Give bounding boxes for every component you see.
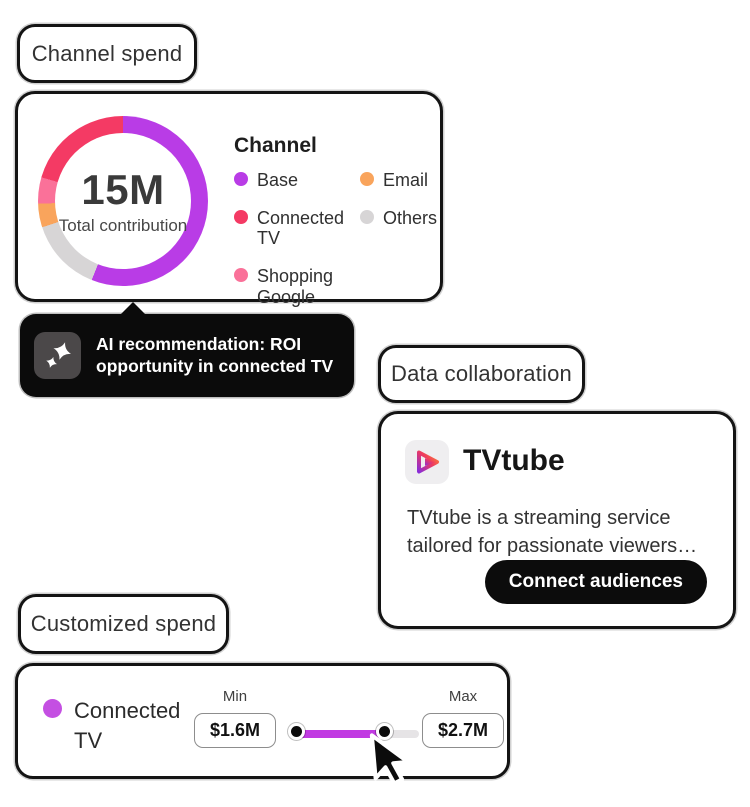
email-dot-icon xyxy=(360,172,374,186)
legend-item-shopping-google[interactable]: Shopping Google xyxy=(234,266,356,307)
max-group: Max xyxy=(420,688,506,748)
donut-chart[interactable]: 15M Total contribution xyxy=(38,116,208,286)
legend-label: Others xyxy=(383,207,438,228)
tvtube-play-icon xyxy=(405,440,449,484)
data-collaboration-title: Data collaboration xyxy=(391,361,572,386)
legend-item-email[interactable]: Email xyxy=(360,170,440,191)
donut-center: 15M Total contribution xyxy=(55,133,191,269)
tvtube-app-name: TVtube xyxy=(463,444,565,477)
channel-spend-title-card: Channel spend xyxy=(17,24,197,83)
legend-label: Shopping Google xyxy=(257,266,334,307)
tvtube-card: TVtube TVtube is a streaming service tai… xyxy=(378,411,736,629)
slider-track-fill[interactable] xyxy=(298,730,386,738)
legend-item-connected-tv[interactable]: Connected TV xyxy=(234,208,356,249)
min-group: Min xyxy=(192,688,278,748)
sparkles-icon xyxy=(34,332,81,379)
others-dot-icon xyxy=(360,209,374,224)
legend-label: Email xyxy=(383,170,429,190)
channel-spend-title: Channel spend xyxy=(31,40,183,66)
slider-channel-label: Connected TV xyxy=(74,698,181,753)
customized-spend-title-card: Customized spend xyxy=(18,594,229,654)
customized-spend-card: Connected TV Min Max xyxy=(15,663,510,779)
legend-item-others[interactable]: Others xyxy=(360,208,440,229)
tvtube-description: TVtube is a streaming service tailored f… xyxy=(407,507,698,557)
legend-title: Channel xyxy=(234,134,317,157)
tooltip-pointer xyxy=(120,302,146,315)
max-value-input[interactable] xyxy=(422,713,504,748)
connect-audiences-button[interactable]: Connect audiences xyxy=(484,560,707,604)
legend-item-base[interactable]: Base xyxy=(234,170,356,191)
ai-recommendation-tooltip: AI recommendation: ROI opportunity in co… xyxy=(20,302,354,397)
legend-label: Base xyxy=(257,170,299,190)
connected-tv-dot-icon xyxy=(43,699,62,718)
slider-handle-min[interactable] xyxy=(288,723,305,740)
base-dot-icon xyxy=(234,172,248,186)
legend-label: Connected TV xyxy=(257,207,345,249)
connected-tv-dot-icon xyxy=(234,209,248,224)
slider-handle-max[interactable] xyxy=(376,723,393,740)
customized-spend-title: Customized spend xyxy=(30,611,217,636)
shopping-google-dot-icon xyxy=(234,268,248,283)
mouse-cursor xyxy=(366,729,418,800)
channel-spend-card: 15M Total contribution Channel Base Conn… xyxy=(15,91,443,307)
ai-recommendation-text: AI recommendation: ROI opportunity in co… xyxy=(96,333,334,376)
legend-column-1: Base Connected TV Shopping Google xyxy=(234,170,356,307)
max-label: Max xyxy=(448,688,478,705)
total-contribution-value: 15M xyxy=(81,166,165,213)
legend-column-2: Email Others xyxy=(360,170,440,228)
data-collaboration-title-card: Data collaboration xyxy=(378,345,585,403)
total-contribution-label: Total contribution xyxy=(58,216,188,235)
min-label: Min xyxy=(222,688,248,705)
min-value-input[interactable] xyxy=(194,713,276,748)
